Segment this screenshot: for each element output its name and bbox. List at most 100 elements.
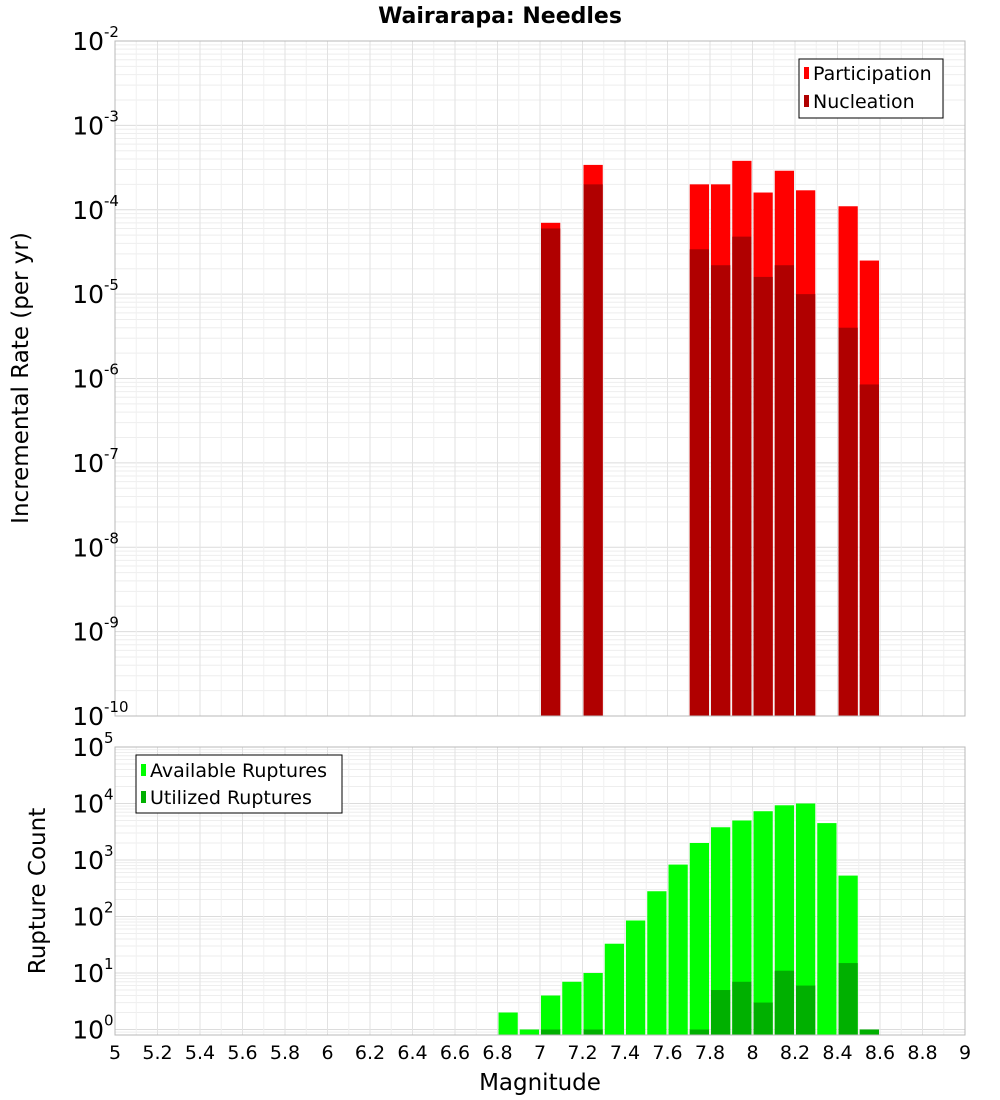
x-tick-label: 7.6 [652,1042,682,1064]
bar-available-ruptures [562,981,582,1035]
legend-label-nucleation: Nucleation [813,91,915,113]
x-tick-label: 5 [109,1042,121,1064]
bottom-bars [498,803,879,1035]
x-tick-label: 9 [959,1042,971,1064]
y-tick-label: 10 [72,196,104,225]
legend-swatch-participation [804,67,809,79]
bar-nucleation [753,276,773,716]
x-tick-label: 6 [321,1042,333,1064]
bottom-legend-box [135,754,343,814]
x-tick-label: 6.4 [397,1042,427,1064]
legend-swatch-nucleation [804,95,809,107]
legend-swatch-utilized [141,791,146,803]
y-tick-exponent: -9 [104,614,119,632]
bar-nucleation [732,236,752,716]
bar-available-ruptures [541,995,561,1035]
bar-utilized-ruptures [689,1029,709,1035]
x-axis-label: Magnitude [479,1070,601,1096]
bar-available-ruptures [583,973,603,1035]
bar-nucleation [796,294,816,716]
x-tick-label: 7.2 [567,1042,597,1064]
y-tick-label: 10 [72,1016,104,1045]
y-tick-exponent: -4 [104,192,119,210]
bar-available-ruptures [668,864,688,1035]
bar-available-ruptures [711,827,731,1035]
legend-label-participation: Participation [813,63,932,85]
y-tick-label: 10 [72,365,104,394]
chart-title: Wairarapa: Needles [378,4,622,29]
x-tick-label: 5.8 [270,1042,300,1064]
x-tick-label: 8 [746,1042,758,1064]
bar-utilized-ruptures [796,985,816,1035]
y-tick-label: 10 [72,702,104,731]
y-tick-label: 10 [72,280,104,309]
bar-utilized-ruptures [732,981,752,1035]
bar-nucleation [583,184,603,717]
x-tick-label: 6.2 [355,1042,385,1064]
x-tick-label: 8.4 [822,1042,852,1064]
bar-utilized-ruptures [753,1002,773,1035]
x-tick-label: 5.4 [185,1042,215,1064]
bar-nucleation [541,228,561,716]
bottom-y-axis-label: Rupture Count [25,808,51,974]
y-tick-label: 10 [72,846,104,875]
y-tick-exponent: -3 [104,107,119,125]
bar-available-ruptures [796,803,816,1035]
x-tick-label: 7.4 [610,1042,640,1064]
y-tick-label: 10 [72,27,104,56]
bar-available-ruptures [604,943,624,1035]
bottom-plot-frame [114,746,966,1036]
bar-utilized-ruptures [859,1029,879,1035]
x-tick-labels: 5 5.2 5.4 5.6 5.8 6 6.2 6.4 6.6 6.8 7 7.2 7.4 7.6 7.8 8… [109,1042,971,1064]
bar-nucleation [689,249,709,716]
y-tick-exponent: -6 [104,361,119,379]
y-tick-label: 10 [72,449,104,478]
bar-available-ruptures [732,820,752,1035]
bar-utilized-ruptures [838,963,858,1035]
bar-available-ruptures [519,1029,539,1035]
x-tick-label: 7.8 [695,1042,725,1064]
legend-label-utilized: Utilized Ruptures [150,787,312,809]
bar-utilized-ruptures [711,990,731,1035]
y-tick-label: 10 [72,790,104,819]
y-tick-label: 10 [72,959,104,988]
bar-nucleation [774,265,794,716]
top-legend-box [798,58,944,119]
top-y-axis-label: Incremental Rate (per yr) [8,232,34,524]
x-tick-label: 7 [534,1042,546,1064]
top-legend: Participation Nucleation [798,58,944,119]
legend-label-available: Available Ruptures [150,760,327,782]
y-tick-exponent: -2 [104,23,119,41]
y-tick-exponent: -7 [104,445,119,463]
top-bars [541,160,879,717]
bar-available-ruptures [647,891,667,1035]
bar-nucleation [859,384,879,716]
y-tick-exponent: 4 [104,786,114,804]
top-gridlines [114,41,966,717]
x-tick-label: 6.8 [482,1042,512,1064]
y-tick-exponent: -8 [104,529,119,547]
y-tick-exponent: 1 [104,955,114,973]
bar-available-ruptures [817,823,837,1035]
y-tick-exponent: 5 [104,729,114,747]
bar-nucleation [838,327,858,716]
bar-available-ruptures [689,843,709,1035]
y-tick-label: 10 [72,111,104,140]
top-plot-frame [114,40,966,717]
bottom-legend: Available Ruptures Utilized Ruptures [135,754,343,814]
y-tick-exponent: -10 [104,698,129,716]
x-tick-label: 8.6 [865,1042,895,1064]
bar-utilized-ruptures [774,970,794,1035]
y-tick-exponent: 0 [104,1012,114,1030]
bar-utilized-ruptures [541,1029,561,1035]
x-tick-label: 5.6 [227,1042,257,1064]
y-tick-exponent: 2 [104,899,114,917]
bar-available-ruptures [498,1012,518,1035]
y-tick-label: 10 [72,903,104,932]
legend-swatch-available [141,764,146,776]
